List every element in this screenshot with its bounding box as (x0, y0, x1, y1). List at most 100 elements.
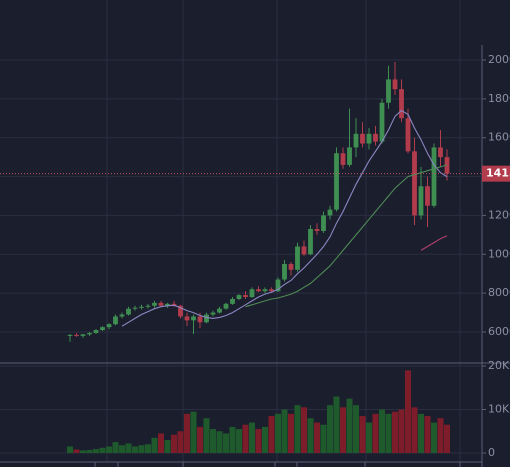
volume-bar (275, 413, 281, 453)
candle-body (269, 289, 274, 292)
candle-body (197, 316, 203, 323)
volume-bar (93, 449, 99, 453)
volume-bar (106, 446, 112, 453)
volume-bar (398, 409, 405, 453)
volume-bar (112, 442, 119, 453)
candle-body (113, 316, 118, 325)
candle-body (386, 79, 391, 103)
candle-body (418, 186, 424, 216)
volume-bar (177, 431, 184, 453)
candle-body (80, 334, 86, 336)
candle-body (366, 133, 372, 144)
volume-bar (138, 445, 145, 453)
volume-tick-label: 10K (488, 403, 510, 416)
volume-bar (418, 413, 424, 453)
candle-body (132, 307, 138, 309)
candle-body (93, 330, 99, 333)
volume-bar (119, 445, 125, 453)
vertical-grid (106, 0, 461, 462)
volume-bar (333, 396, 340, 453)
volume-bar (190, 411, 197, 453)
volume-bar (171, 434, 177, 453)
y-tick-label: 10000 (488, 247, 510, 260)
candle-body (327, 209, 333, 216)
volume-bar (405, 370, 411, 453)
candle-body (314, 229, 320, 231)
volume-tick-label: 20K (488, 359, 510, 372)
candle-body (379, 102, 385, 142)
candle-body (243, 295, 248, 298)
volume-bar (216, 431, 223, 453)
candle-body (438, 147, 443, 158)
volume-bar (307, 418, 314, 453)
candle-body (275, 279, 281, 292)
volume-bar (151, 437, 158, 453)
candle-body (106, 324, 112, 328)
candle-body (321, 215, 326, 231)
candle-body (360, 133, 365, 144)
volume-bar (327, 405, 333, 453)
y-tick-label: 8000 (488, 286, 510, 299)
volume-bar (372, 413, 379, 453)
candle-body (431, 147, 437, 206)
volume-bar (249, 422, 255, 453)
volume-bar (184, 413, 190, 453)
candle-body (204, 314, 209, 323)
candle-body (184, 316, 190, 321)
candle-body (139, 306, 144, 308)
volume-tick-label: 0 (488, 446, 495, 459)
moving-average-line (121, 109, 448, 327)
candle-body (165, 303, 170, 306)
y-tick-label: 12000 (488, 208, 510, 221)
volume-bar (340, 407, 346, 453)
candle-body (412, 151, 417, 216)
volume-bar (73, 449, 80, 453)
y-tick-label: 16000 (488, 131, 510, 144)
candle-body (178, 305, 183, 317)
volume-bar (288, 413, 294, 453)
volume-bar (320, 424, 327, 453)
y-tick-label: 20000 (488, 53, 510, 66)
volume-bar (145, 444, 151, 453)
volume-bar (314, 422, 320, 453)
candle-body (67, 334, 73, 336)
last-price-box (482, 165, 510, 182)
volume-bar (67, 446, 73, 453)
candle-body (119, 314, 125, 317)
volume-bar (203, 418, 210, 453)
candle-body (353, 133, 359, 148)
candle-body (282, 264, 287, 280)
volume-bar (353, 405, 359, 453)
volume-bar (444, 424, 450, 453)
candle-body (288, 264, 294, 270)
volume-bar (301, 407, 307, 453)
candle-body (295, 246, 300, 270)
candle-body (152, 302, 157, 306)
candle-body (399, 89, 404, 119)
volume-bar (86, 449, 93, 453)
volume-bar (359, 416, 366, 453)
candle-body (74, 334, 79, 336)
volume-bar (392, 411, 398, 453)
volume-bar (431, 422, 437, 453)
volume-bar (262, 426, 268, 453)
candle-body (256, 289, 261, 292)
candle-body (210, 312, 216, 315)
candle-body (249, 289, 255, 298)
candle-body (334, 153, 339, 210)
volume-bar (255, 429, 262, 453)
last-price-label: 14150 (486, 167, 510, 180)
candle-body (308, 229, 313, 255)
volume-bar (379, 409, 385, 453)
moving-average-line (420, 235, 448, 251)
volume-bar (210, 429, 216, 453)
volume-bar (281, 409, 288, 453)
volume-bar (385, 413, 392, 453)
volume-bar (268, 416, 275, 453)
volume-bar (236, 429, 242, 453)
volume-bar (158, 433, 164, 453)
volume-bar (125, 443, 132, 453)
volume-bar (223, 433, 229, 453)
volume-bar (197, 426, 203, 453)
